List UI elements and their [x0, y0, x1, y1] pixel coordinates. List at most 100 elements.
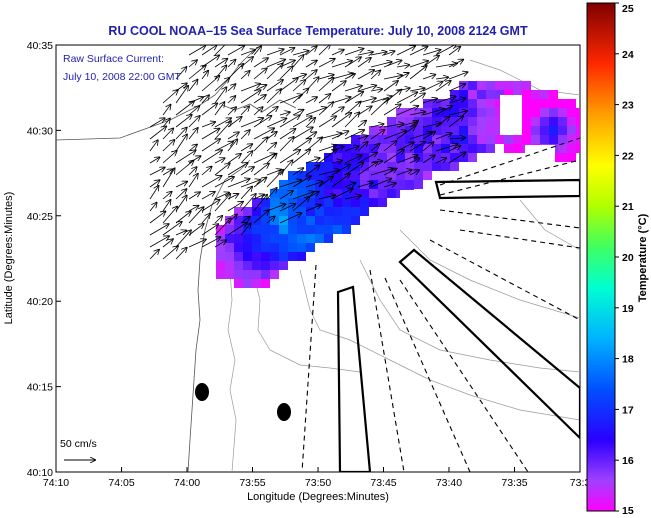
buoy-marker [195, 383, 209, 401]
current-arrow [344, 146, 359, 152]
current-arrow [409, 170, 419, 176]
sst-cell [234, 243, 243, 252]
sst-cell [243, 261, 252, 270]
current-arrow [175, 150, 196, 164]
current-arrow [279, 137, 294, 152]
current-arrow [292, 127, 313, 140]
current-arrow [292, 116, 312, 128]
sst-cell [306, 180, 315, 189]
current-arrow [266, 143, 276, 152]
sst-cell [243, 243, 252, 252]
sst-cell [342, 180, 351, 189]
x-tick-label: 73:35 [501, 477, 527, 489]
current-arrow [344, 112, 359, 128]
sst-cell [351, 207, 360, 216]
sst-cell [351, 135, 360, 144]
current-arrow [357, 162, 378, 176]
sst-cell [261, 207, 270, 216]
current-arrow [435, 81, 451, 92]
current-arrow [409, 88, 425, 91]
current-arrow [188, 145, 197, 152]
current-arrow [292, 55, 304, 68]
current-arrow [175, 230, 191, 248]
sst-cell [261, 198, 270, 207]
current-arrow [240, 130, 250, 140]
sst-cell [459, 90, 468, 99]
sst-cell [540, 117, 549, 126]
current-arrow [279, 112, 290, 115]
current-arrow [279, 150, 300, 164]
current-arrow [227, 223, 247, 236]
sst-cell [360, 144, 369, 153]
current-arrow [175, 161, 194, 176]
y-axis-label: Latitude (Degrees:Minutes) [3, 192, 15, 325]
sst-cell [540, 90, 549, 99]
sst-cell [423, 108, 432, 117]
cloud-gap [500, 95, 522, 135]
sst-cell [576, 144, 580, 153]
current-arrow [331, 161, 342, 164]
current-arrow [305, 165, 319, 176]
sst-cell [450, 162, 459, 171]
y-tick-label: 40:30 [27, 125, 53, 137]
sst-cell [315, 207, 324, 216]
current-arrow [188, 97, 203, 104]
current-arrow [331, 81, 346, 92]
sst-cell [477, 144, 486, 153]
current-arrow [188, 80, 198, 92]
sst-cell [243, 225, 252, 234]
current-arrow [253, 195, 267, 212]
current-arrow [409, 132, 432, 140]
sst-cell [540, 108, 549, 117]
sst-cell [396, 180, 405, 189]
current-vectors [149, 45, 468, 260]
current-arrow [175, 196, 187, 212]
sst-cell [477, 90, 486, 99]
sst-cell [252, 261, 261, 270]
current-arrow [279, 191, 293, 200]
current-arrow [357, 106, 372, 116]
current-arrow [409, 61, 428, 68]
sst-cell [252, 279, 261, 288]
current-arrow [201, 200, 220, 212]
current-arrow [292, 176, 311, 188]
annotation-line-1: Raw Surface Current: [63, 53, 164, 65]
sst-cell [396, 162, 405, 171]
current-arrow [188, 207, 204, 224]
current-arrow [188, 156, 201, 164]
sst-cell [486, 99, 495, 108]
current-arrow [188, 224, 204, 236]
sst-cell [225, 225, 234, 234]
sst-cell [432, 162, 441, 171]
sst-cell [225, 234, 234, 243]
sst-cell [405, 180, 414, 189]
sst-cell [486, 135, 495, 144]
sst-cell [423, 171, 432, 180]
current-arrow [227, 163, 248, 176]
current-arrow [227, 117, 242, 128]
current-arrow [149, 140, 158, 152]
current-arrow [435, 45, 456, 56]
current-arrow [383, 81, 398, 92]
current-arrow [266, 49, 284, 56]
sst-cell [252, 225, 261, 234]
sst-cell [576, 108, 580, 117]
current-arrow [357, 58, 371, 68]
current-arrow [305, 132, 316, 140]
current-arrow [201, 176, 222, 188]
current-arrow [162, 207, 177, 224]
current-arrow [448, 111, 467, 116]
sst-cell [504, 135, 513, 144]
sst-cell [324, 198, 333, 207]
current-arrow [253, 137, 267, 152]
current-arrow [344, 86, 362, 92]
current-arrow [396, 170, 412, 176]
current-arrow [240, 180, 260, 188]
sst-cell [396, 171, 405, 180]
sst-cell [531, 90, 540, 99]
sst-cell [549, 135, 558, 144]
current-arrow [214, 78, 229, 92]
sst-cell [576, 117, 580, 126]
sst-cell [288, 216, 297, 225]
